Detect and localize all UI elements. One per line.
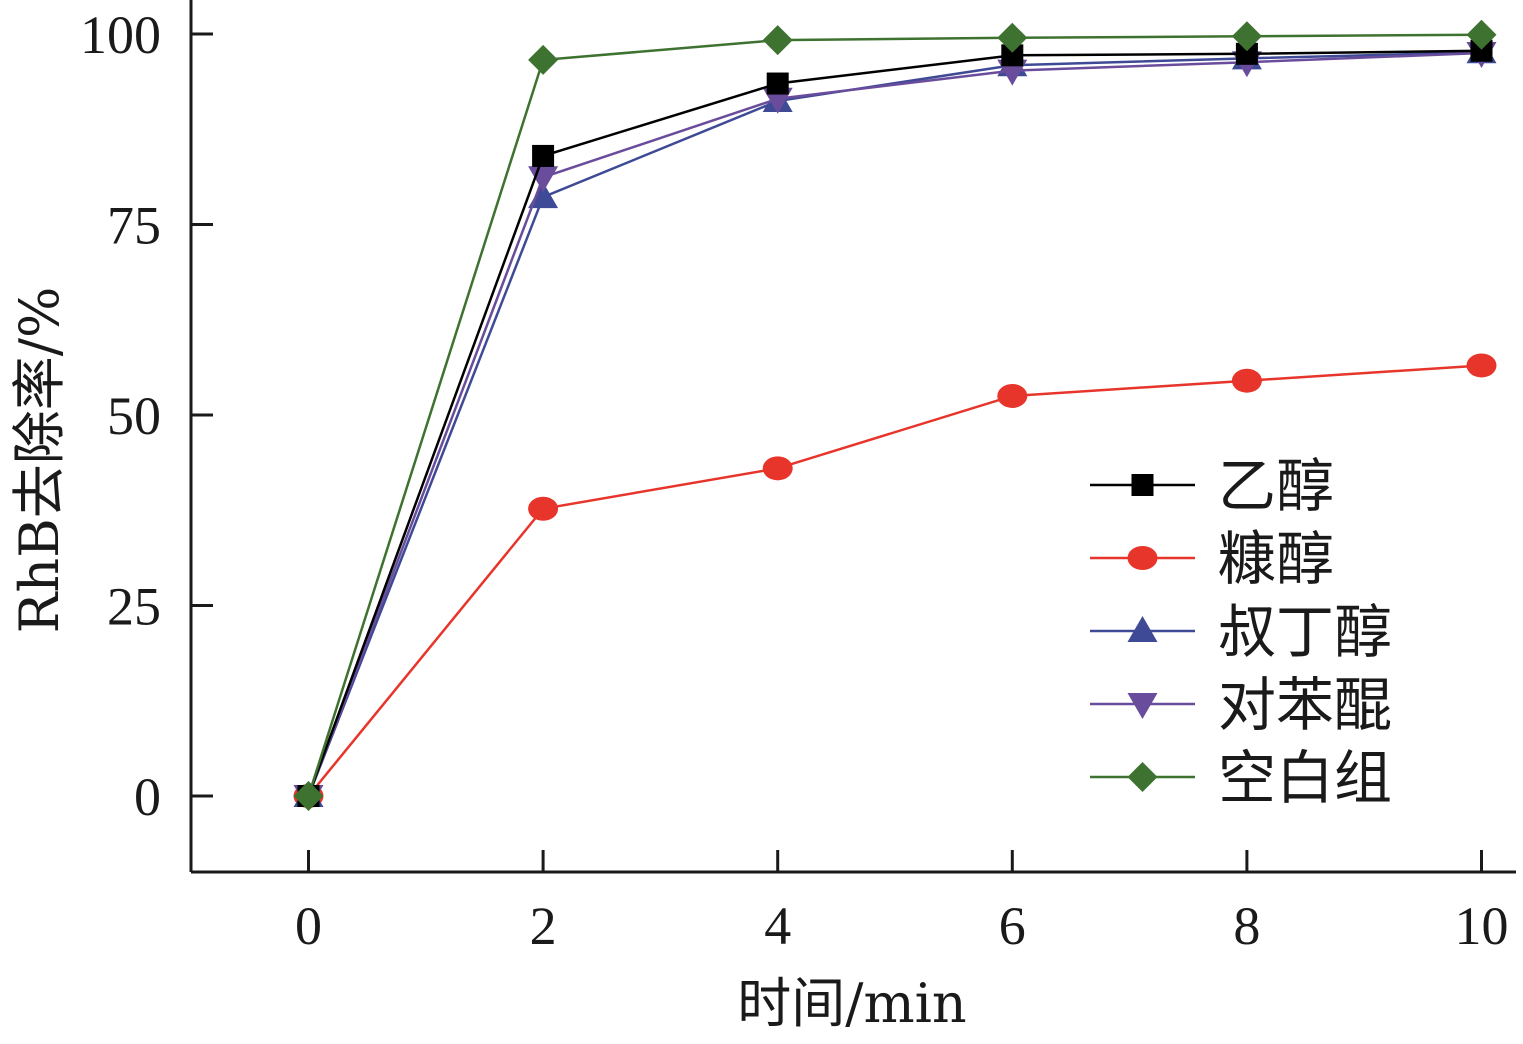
legend-entry: 糠醇 [1090, 525, 1334, 593]
series-line [307, 51, 1482, 797]
data-point [528, 44, 559, 75]
series-layer [293, 19, 1497, 811]
series-line [307, 364, 1482, 797]
data-point [1466, 353, 1497, 378]
data-point [1231, 21, 1262, 52]
legend-marker [1127, 546, 1158, 570]
data-point [766, 72, 789, 95]
legend-marker [1131, 474, 1154, 496]
axes: 0 25 50 75 100 0 2 4 6 8 10 [80, 0, 1516, 956]
data-point [997, 22, 1028, 53]
data-point [1001, 44, 1024, 67]
data-point [762, 25, 793, 56]
x-tick-label: 2 [530, 896, 557, 956]
y-axis-title: RhB去除率/% [8, 287, 71, 634]
legend-label: 对苯醌 [1218, 671, 1392, 739]
data-point [528, 166, 559, 193]
data-point [997, 383, 1028, 408]
x-tick-label: 8 [1233, 896, 1260, 956]
legend-label: 叔丁醇 [1218, 598, 1392, 666]
data-point [762, 456, 793, 481]
legend-label: 乙醇 [1218, 452, 1334, 520]
data-point [1470, 39, 1493, 62]
data-point [528, 496, 559, 521]
legend-marker [1127, 616, 1158, 642]
data-point [532, 144, 555, 167]
y-tick-label: 100 [80, 5, 161, 65]
legend-entry: 乙醇 [1090, 452, 1334, 520]
legend-marker [1127, 693, 1158, 719]
series-line [307, 51, 1482, 797]
x-tick-label: 10 [1455, 896, 1509, 956]
legend-entry: 对苯醌 [1090, 671, 1392, 739]
legend-marker [1127, 762, 1158, 792]
data-point [1231, 368, 1262, 393]
x-tick-label: 4 [764, 896, 791, 956]
y-tick-label: 0 [134, 767, 161, 827]
legend-label: 空白组 [1218, 744, 1392, 812]
data-point [293, 781, 324, 811]
y-tick-label: 75 [107, 196, 161, 256]
series-line [307, 49, 1482, 797]
x-tick-label: 6 [999, 896, 1026, 956]
x-tick-label: 0 [295, 896, 322, 956]
y-tick-label: 25 [107, 577, 161, 637]
legend-entry: 叔丁醇 [1090, 598, 1392, 666]
series-line [307, 33, 1482, 797]
data-point [1235, 42, 1258, 65]
series-4 [293, 19, 1497, 811]
data-point [528, 182, 559, 209]
y-tick-label: 50 [107, 386, 161, 446]
legend-label: 糠醇 [1218, 525, 1334, 593]
x-axis-title: 时间/min [737, 972, 966, 1035]
data-point [1466, 19, 1497, 50]
legend-entry: 空白组 [1090, 744, 1392, 812]
